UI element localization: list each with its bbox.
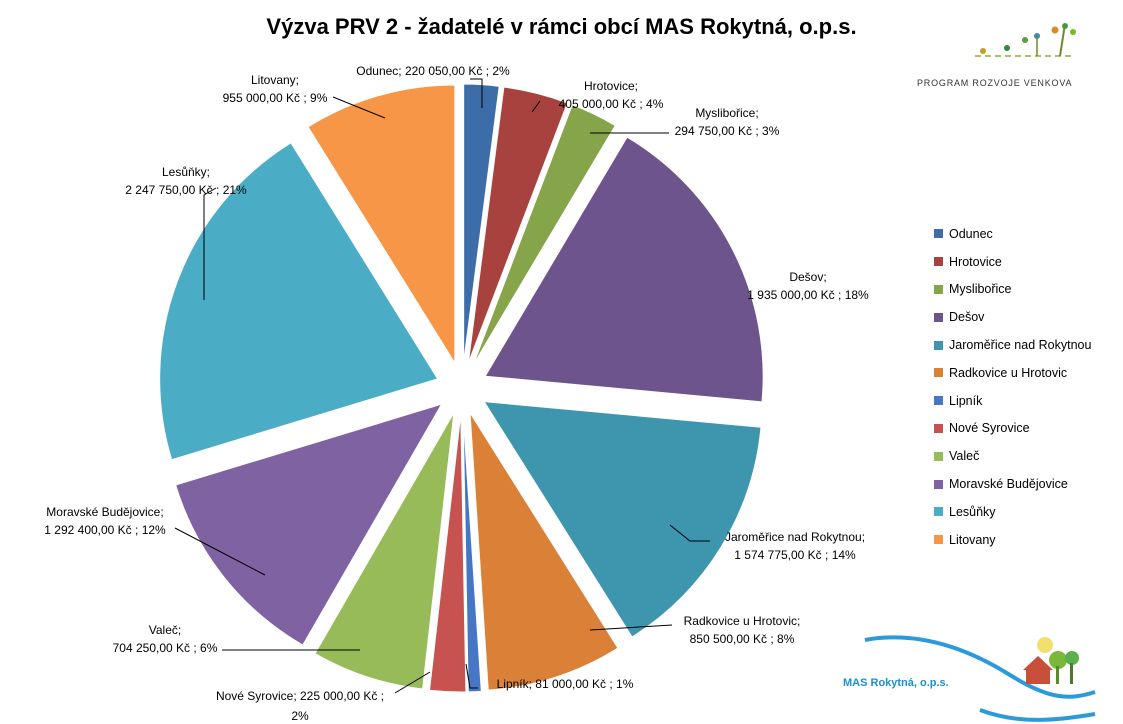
legend-swatch <box>934 368 943 378</box>
data-label: Jaroměřice nad Rokytnou; 1 574 775,00 Kč … <box>725 530 865 562</box>
legend-item: Lesůňky <box>934 498 1091 526</box>
leader-line <box>589 624 673 631</box>
legend-label: Nové Syrovice <box>949 421 1030 436</box>
legend-item: Dešov <box>934 303 1091 331</box>
leader-line <box>465 663 478 689</box>
legend-swatch <box>934 396 943 406</box>
legend: Odunec Hrotovice Myslibořice Dešov Jaroměřic… <box>934 220 1091 554</box>
prv-logo-text: PROGRAM ROZVOJE VENKOVA <box>917 78 1073 88</box>
legend-swatch <box>934 423 943 433</box>
data-label: Litovany; 955 000,00 Kč ; 9% <box>223 73 328 105</box>
pie-slice-moravské-budějovice <box>175 403 443 646</box>
legend-label: Moravské Budějovice <box>949 477 1068 492</box>
pie-slice-lipník <box>462 413 482 693</box>
pie-slice-jaroměřice-nad-rokytnou <box>483 401 762 638</box>
pie-slice-radkovice-u-hrotovic <box>469 412 619 691</box>
legend-item: Nové Syrovice <box>934 415 1091 443</box>
legend-label: Lipník <box>949 393 983 408</box>
legend-item: Moravské Budějovice <box>934 470 1091 498</box>
data-label: Radkovice u Hrotovic; 850 500,00 Kč ; 8% <box>684 614 801 646</box>
data-label: Nové Syrovice; 225 000,00 Kč ; 2% <box>216 689 384 723</box>
legend-label: Hrotovice <box>949 254 1002 269</box>
legend-label: Dešov <box>949 310 985 325</box>
leader-line <box>470 78 483 108</box>
pie-slice-dešov <box>484 136 764 403</box>
legend-item: Myslibořice <box>934 276 1091 304</box>
legend-label: Radkovice u Hrotovic <box>949 365 1068 380</box>
legend-swatch <box>934 312 943 322</box>
pie-slice-lesůňky <box>159 142 439 461</box>
pie-slice-valeč <box>314 412 455 690</box>
chart-title: Výzva PRV 2 - žadatelé v rámci obcí MAS … <box>266 14 857 39</box>
legend-swatch <box>934 257 943 267</box>
leader-line <box>669 524 710 542</box>
pie-slice-nové-syrovice <box>428 413 467 693</box>
legend-swatch <box>934 507 943 517</box>
data-label: Hrotovice; 405 000,00 Kč ; 4% <box>559 79 664 111</box>
legend-item: Hrotovice <box>934 248 1091 276</box>
pie-slice-litovany <box>307 84 456 365</box>
pie-slice-myslibořice <box>472 104 616 365</box>
legend-swatch <box>934 479 943 489</box>
mas-logo-text: MAS Rokytná, o.p.s. <box>843 677 949 689</box>
leader-line <box>332 96 386 119</box>
legend-label: Odunec <box>949 226 993 241</box>
legend-label: Myslibořice <box>949 282 1012 297</box>
leader-line <box>203 187 217 300</box>
legend-swatch <box>934 340 943 350</box>
legend-label: Jaroměřice nad Rokytnou <box>949 338 1092 353</box>
legend-swatch <box>934 451 943 461</box>
pie-slice-hrotovice <box>467 86 568 363</box>
data-label: Lipník; 81 000,00 Kč ; 1% <box>497 677 634 691</box>
data-label: Valeč; 704 250,00 Kč ; 6% <box>113 623 218 655</box>
legend-swatch <box>934 535 943 545</box>
prv-logo <box>975 23 1076 57</box>
legend-label: Valeč <box>949 449 980 464</box>
legend-item: Litovany <box>934 526 1091 554</box>
legend-item: Jaroměřice nad Rokytnou <box>934 331 1091 359</box>
mas-logo <box>864 635 1096 722</box>
legend-label: Lesůňky <box>949 504 996 519</box>
legend-swatch <box>934 284 943 294</box>
legend-label: Litovany <box>949 532 996 547</box>
data-label: Myslibořice; 294 750,00 Kč ; 3% <box>675 106 780 138</box>
legend-item: Radkovice u Hrotovic <box>934 359 1091 387</box>
legend-item: Lipník <box>934 387 1091 415</box>
data-label: Lesůňky; 2 247 750,00 Kč ; 21% <box>125 165 247 197</box>
leader-line <box>174 527 266 576</box>
legend-item: Valeč <box>934 442 1091 470</box>
data-label: Odunec; 220 050,00 Kč ; 2% <box>356 64 510 78</box>
legend-swatch <box>934 229 943 239</box>
legend-item: Odunec <box>934 220 1091 248</box>
leader-line <box>531 100 541 113</box>
data-label: Moravské Budějovice; 1 292 400,00 Kč ; 12… <box>44 505 166 537</box>
pie-slice-odunec <box>463 83 500 363</box>
data-label: Dešov; 1 935 000,00 Kč ; 18% <box>747 270 869 302</box>
leader-line <box>394 671 431 694</box>
